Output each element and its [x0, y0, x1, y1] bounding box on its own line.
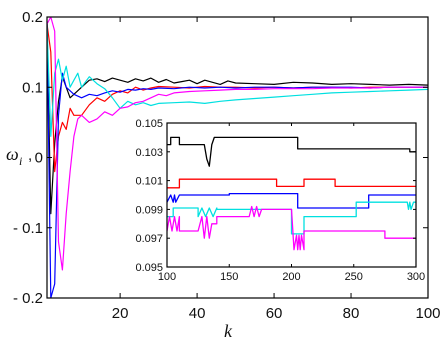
inset-series-line-4: [167, 205, 416, 251]
y-axis-label-comma: ,: [28, 147, 32, 164]
inset-series-line-0: [167, 136, 416, 167]
inset-y-tick-label: 0.095: [135, 262, 163, 274]
inset-y-tick-label: 0.099: [135, 204, 163, 216]
inset-x-tick-label: 150: [220, 271, 238, 283]
inset-x-tick-label: 200: [282, 271, 300, 283]
inset-y-tick-label: 0.101: [135, 176, 163, 188]
main-series-group: [47, 17, 428, 298]
inset-y-tick-label: 0.103: [135, 147, 163, 159]
inset-x-tick-label: 250: [345, 271, 363, 283]
main-series-line-2: [47, 23, 428, 298]
main-y-tick-label: 0: [35, 150, 43, 167]
inset-y-tick-label: 0.097: [135, 233, 163, 245]
inset-y-tick-label: 0.105: [135, 118, 163, 130]
inset-series-line-1: [167, 178, 416, 189]
inset-x-tick-label: 300: [407, 271, 425, 283]
main-x-tick-label: 20: [112, 305, 129, 322]
main-x-tick-label: 60: [266, 305, 283, 322]
main-series-line-3: [47, 23, 428, 137]
main-x-tick-label: 40: [189, 305, 206, 322]
inset-series-line-2: [167, 192, 416, 209]
inset-x-tick-label: 100: [158, 271, 176, 283]
main-y-tick-label: 0.1: [22, 79, 43, 96]
main-y-tick-label: 0.2: [22, 9, 43, 26]
inset-series-group: [167, 136, 416, 251]
x-axis-label: k: [224, 321, 233, 341]
main-series-line-4: [47, 17, 428, 271]
inset-chart: 100 150 200 250 300 0.105 0.103 0.101 0.099 0.097…: [135, 118, 425, 283]
main-series-line-0: [47, 23, 428, 215]
main-y-tick-label: - 0.1: [13, 220, 43, 237]
y-axis-label-subscript: i: [19, 154, 22, 168]
main-y-tick-label: - 0.2: [13, 290, 43, 307]
main-x-tick-label: 100: [415, 305, 440, 322]
main-x-tick-label: 80: [343, 305, 360, 322]
y-axis-label: ω: [6, 144, 19, 164]
